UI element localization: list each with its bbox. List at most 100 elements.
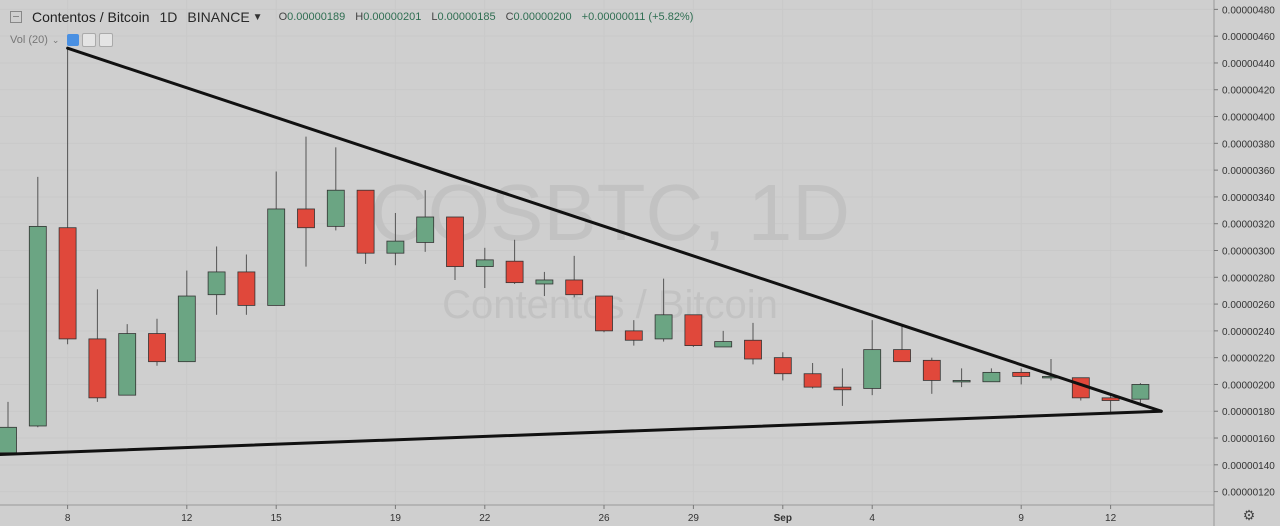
time-tick-label: 29 [688,513,700,524]
collapse-icon[interactable] [10,11,22,23]
candle[interactable] [833,368,852,406]
candle[interactable] [684,314,703,347]
candle[interactable] [1101,395,1120,413]
candle-body [1012,371,1031,377]
price-tick-label: 0.00000280 [1222,273,1275,284]
candle-body [684,314,703,346]
trendline[interactable] [0,409,1163,457]
candle-body [803,373,822,388]
volume-label: Vol (20) [10,34,48,46]
candle[interactable] [863,320,882,396]
candle[interactable] [654,278,673,342]
chart-header: Contentos / Bitcoin 1D BINANCE ▼ O0.0000… [0,6,693,28]
price-tick-label: 0.00000140 [1222,461,1275,472]
close-label: C [505,11,514,23]
watermark-symbol: COSBTC, 1D [370,168,850,257]
candle[interactable] [0,401,17,456]
exchange-label[interactable]: BINANCE [187,9,250,25]
candle[interactable] [773,352,792,381]
candle-body [624,330,643,341]
candle[interactable] [28,176,47,428]
time-axis: 8 12 15 19 22 26 29 Sep 4 9 12 [0,504,1214,524]
candle-body [1131,384,1150,400]
price-axis: 0.00000120 0.00000140 0.00000160 0.00000180… [1213,0,1275,526]
candle[interactable] [1131,383,1150,405]
candle[interactable] [922,357,941,394]
chevron-down-icon[interactable]: ⌄ [51,34,60,45]
candle[interactable] [744,322,762,365]
candle[interactable] [505,239,524,284]
interval-label[interactable]: 1D [159,9,178,25]
symbol-title[interactable]: Contentos / Bitcoin [32,9,150,25]
candle[interactable] [297,136,315,267]
candle-body [952,380,971,383]
candle[interactable] [237,254,256,315]
candle[interactable] [446,216,464,280]
candle-body [207,271,226,296]
candle-body [386,240,405,254]
candle[interactable] [207,246,226,315]
candle[interactable] [624,320,643,346]
candle-body [833,386,852,391]
candle[interactable] [416,190,435,252]
price-tick-label: 0.00000320 [1222,220,1275,231]
gear-icon[interactable]: ⚙ [1242,507,1256,523]
ohlc-values: O0.00000189 H0.00000201 L0.00000185 C0.0… [279,11,694,23]
candle[interactable] [58,49,77,345]
candle-body [505,260,524,284]
time-tick-label: 15 [271,513,283,524]
candle[interactable] [595,295,613,333]
candle-body [416,216,435,243]
candle-body [237,271,256,306]
candle-body [982,371,1001,383]
price-tick-label: 0.00000340 [1222,193,1275,204]
candle[interactable] [386,212,405,266]
candle-body [1101,397,1120,401]
candle[interactable] [267,171,286,306]
candle[interactable] [118,324,137,396]
trendline[interactable] [66,46,1163,413]
eye-icon[interactable] [67,34,80,46]
candle[interactable] [565,255,584,298]
price-tick-label: 0.00000400 [1222,113,1275,124]
time-tick-label: 26 [598,513,610,524]
time-tick-label: 4 [869,513,875,524]
time-tick-label: Sep [774,513,792,524]
candle-body [88,338,107,399]
candle[interactable] [177,270,196,363]
candle[interactable] [1012,368,1031,385]
price-tick-label: 0.00000360 [1222,166,1275,177]
low-label: L [431,11,438,23]
candle[interactable] [475,247,494,288]
time-tick-label: 12 [181,513,193,524]
candle-body [356,189,375,254]
candle-body [773,357,792,375]
close-icon[interactable] [99,33,114,47]
volume-indicator[interactable]: Vol (20) ⌄ [10,32,114,48]
candle[interactable] [952,368,971,388]
settings-icon[interactable] [82,33,97,47]
candle[interactable] [88,289,107,402]
candle[interactable] [535,271,554,297]
candle[interactable] [148,318,166,366]
chart-grid [0,0,1214,505]
price-tick-label: 0.00000120 [1222,488,1275,499]
candle[interactable] [326,147,345,231]
candle-body [446,216,464,267]
price-tick-label: 0.00000200 [1222,380,1275,391]
chevron-down-icon[interactable]: ▼ [252,11,263,23]
candle-body [922,359,941,381]
candle[interactable] [803,363,822,389]
candle-body [118,333,137,396]
candle[interactable] [714,330,733,348]
candle-body [744,339,762,360]
price-tick-label: 0.00000160 [1222,434,1275,445]
price-tick-label: 0.00000260 [1222,300,1275,311]
low-value: 0.00000185 [437,11,496,23]
candle[interactable] [356,189,375,264]
time-tick-label: 9 [1018,513,1024,524]
candle-body [177,295,196,363]
candle[interactable] [893,325,911,363]
candle[interactable] [982,368,1001,383]
